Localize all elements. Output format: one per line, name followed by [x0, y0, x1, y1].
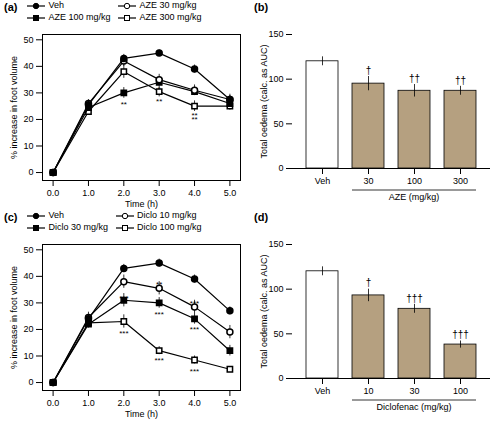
svg-text:40: 40 [23, 271, 33, 281]
svg-text:30: 30 [363, 176, 373, 186]
html-text:(d): (d) [254, 211, 268, 223]
svg-text:3.0: 3.0 [153, 188, 166, 198]
html-text:(b): (b) [254, 1, 268, 13]
svg-text:0: 0 [28, 377, 33, 387]
svg-text:150: 150 [268, 239, 283, 249]
svg-text:40: 40 [23, 61, 33, 71]
html-text:Veh: Veh [48, 0, 64, 10]
html-text:Diclo 30 mg/kg: Diclo 30 mg/kg [48, 222, 108, 232]
html-text:AZE 100 mg/kg: AZE 100 mg/kg [48, 12, 111, 22]
svg-text:Veh: Veh [315, 386, 331, 396]
svg-text:Total oedema (calc. as AUC): Total oedema (calc. as AUC) [259, 254, 269, 368]
svg-text:300: 300 [453, 176, 468, 186]
html-text:Veh: Veh [48, 210, 64, 220]
svg-text:†: † [366, 65, 372, 76]
svg-text:20: 20 [23, 324, 33, 334]
svg-text:Diclofenac (mg/kg): Diclofenac (mg/kg) [376, 402, 451, 412]
svg-text:5.0: 5.0 [224, 398, 237, 408]
svg-text:50: 50 [273, 119, 283, 129]
svg-text:1.0: 1.0 [82, 398, 95, 408]
svg-text:10: 10 [23, 141, 33, 151]
svg-text:50: 50 [273, 329, 283, 339]
html-text:(a): (a) [4, 1, 18, 13]
html-text:AZE 30 mg/kg: AZE 30 mg/kg [139, 0, 197, 10]
svg-text:†: † [366, 277, 372, 288]
svg-text:Time (h): Time (h) [125, 409, 158, 419]
svg-text:10: 10 [23, 351, 33, 361]
svg-text:2.0: 2.0 [118, 398, 131, 408]
svg-text:**: ** [156, 280, 162, 289]
html-text:(c): (c) [4, 211, 18, 223]
svg-text:**: ** [121, 100, 127, 109]
svg-text:Veh: Veh [315, 176, 331, 186]
svg-text:***: *** [119, 294, 128, 303]
svg-text:†††: ††† [406, 293, 423, 304]
svg-text:4.0: 4.0 [188, 188, 201, 198]
svg-text:††: †† [409, 73, 420, 84]
svg-text:0: 0 [278, 373, 283, 383]
html-text:Diclo 10 mg/kg: Diclo 10 mg/kg [137, 210, 197, 220]
svg-text:50: 50 [23, 35, 33, 45]
svg-text:Time (h): Time (h) [125, 199, 158, 209]
svg-text:**: ** [191, 115, 197, 124]
svg-text:100: 100 [268, 74, 283, 84]
svg-text:0.0: 0.0 [47, 398, 60, 408]
svg-text:***: *** [190, 299, 199, 308]
html-text:AZE 300 mg/kg: AZE 300 mg/kg [139, 12, 202, 22]
svg-text:% increase in foot volume: % increase in foot volume [9, 56, 19, 159]
svg-text:20: 20 [23, 114, 33, 124]
svg-text:2.0: 2.0 [118, 188, 131, 198]
svg-text:1.0: 1.0 [82, 188, 95, 198]
svg-text:150: 150 [268, 29, 283, 39]
svg-text:†††: ††† [452, 329, 469, 340]
svg-text:30: 30 [23, 298, 33, 308]
svg-text:10: 10 [363, 386, 373, 396]
svg-text:*: * [158, 85, 161, 94]
svg-text:100: 100 [407, 176, 422, 186]
svg-text:††: †† [455, 75, 466, 86]
svg-text:30: 30 [23, 88, 33, 98]
svg-text:3.0: 3.0 [153, 398, 166, 408]
svg-text:***: *** [155, 356, 164, 365]
svg-text:100: 100 [453, 386, 468, 396]
svg-text:0.0: 0.0 [47, 188, 60, 198]
svg-text:***: *** [190, 367, 199, 376]
svg-text:30: 30 [409, 386, 419, 396]
svg-text:4.0: 4.0 [188, 398, 201, 408]
svg-text:0: 0 [278, 163, 283, 173]
svg-text:***: *** [155, 310, 164, 319]
svg-text:AZE (mg/kg): AZE (mg/kg) [389, 192, 440, 202]
html-text:Diclo 100 mg/kg: Diclo 100 mg/kg [137, 222, 202, 232]
svg-text:**: ** [156, 97, 162, 106]
svg-text:Total oedema (calc. as AUC): Total oedema (calc. as AUC) [259, 44, 269, 158]
svg-text:5.0: 5.0 [224, 188, 237, 198]
svg-text:100: 100 [268, 284, 283, 294]
svg-text:% increase in foot volume: % increase in foot volume [9, 266, 19, 369]
svg-text:50: 50 [23, 245, 33, 255]
svg-text:***: *** [119, 329, 128, 338]
svg-text:0: 0 [28, 167, 33, 177]
svg-text:***: *** [190, 325, 199, 334]
